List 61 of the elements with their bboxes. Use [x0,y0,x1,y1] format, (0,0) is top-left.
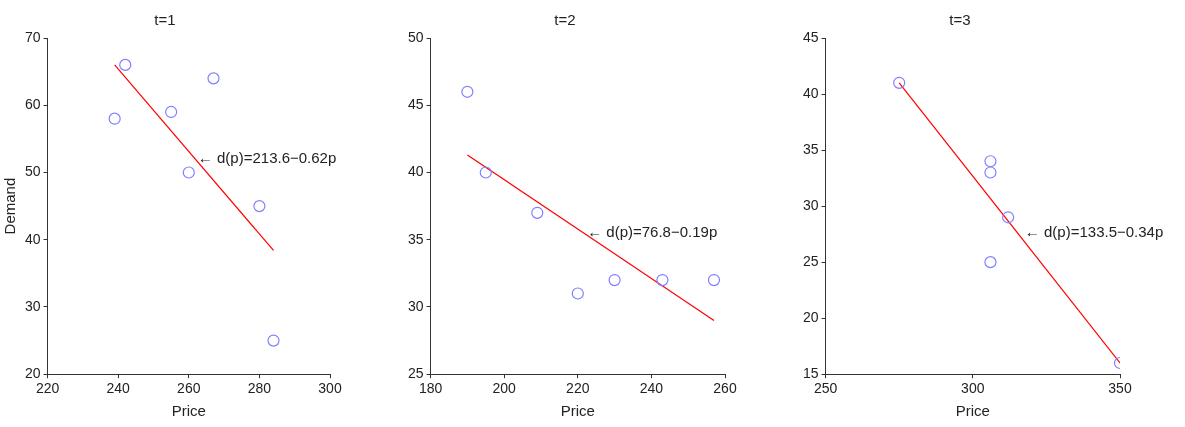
y-tick-label: 40 [407,163,424,180]
annotation: ← d(p)=213.6−0.62p [197,149,337,167]
y-tick-label: 30 [407,297,424,314]
x-tick-label: 200 [492,380,517,397]
x-axis-title: Price [955,402,990,420]
point [165,105,178,119]
x-tick-label: 240 [106,380,131,397]
point [707,273,721,287]
x-tick-label: 260 [177,380,201,397]
y-tick-label: 35 [407,230,424,247]
y-tick-label: 45 [802,28,819,45]
point [984,256,997,269]
y-tick-label: 60 [24,96,41,113]
point [984,166,997,179]
annotation: ← d(p)=133.5−0.34p [1024,223,1164,241]
y-tick-label: 15 [802,365,819,382]
point [656,273,669,287]
x-tick-label: 220 [35,380,60,397]
point [119,58,132,71]
chart-title: t=2 [554,11,576,29]
x-axis-title: Price [560,402,595,420]
point [461,85,474,98]
y-tick-label: 20 [802,309,819,326]
point [267,334,280,347]
x-tick-label: 220 [566,380,590,397]
point [531,206,544,219]
annotation: ← d(p)=76.8−0.19p [587,223,718,241]
chart-title: t=3 [949,11,971,29]
y-tick-label: 30 [802,196,819,213]
point [571,287,584,300]
x-axis-title: Price [171,402,206,420]
x-tick-label: 300 [318,380,342,397]
point [893,76,906,89]
y-axis-title: Demand [1,177,19,235]
y-tick-label: 20 [24,365,41,382]
y-tick-label: 45 [407,96,424,113]
y-tick-label: 50 [24,163,41,180]
y-tick-label: 40 [802,84,819,101]
point [108,112,121,125]
y-tick-label: 50 [407,28,424,45]
point [207,72,220,85]
x-tick-label: 280 [247,380,272,397]
x-tick-label: 350 [1108,380,1132,397]
y-tick-label: 25 [407,365,424,382]
point [253,200,266,213]
point [984,155,997,168]
y-tick-label: 35 [802,140,819,157]
x-tick-label: 260 [713,380,737,397]
x-tick-label: 240 [639,380,664,397]
y-tick-label: 40 [24,230,41,247]
y-tick-label: 70 [24,28,41,45]
x-tick-label: 250 [813,380,838,397]
point [608,273,621,287]
y-tick-label: 25 [802,252,819,269]
point [479,166,492,179]
x-tick-label: 300 [961,380,985,397]
x-tick-label: 180 [418,380,443,397]
chart-title: t=1 [154,11,176,29]
y-tick-label: 30 [24,297,41,314]
point [182,166,195,179]
point [1002,211,1015,224]
